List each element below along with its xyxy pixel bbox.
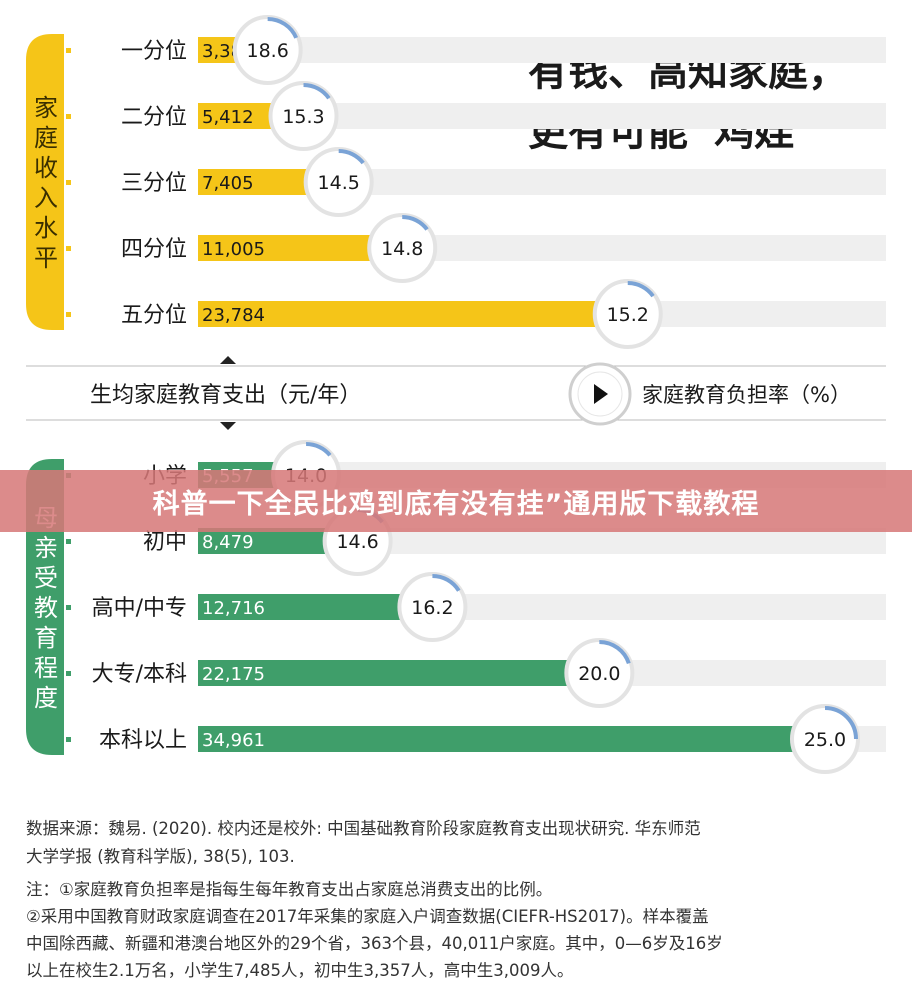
group-label-char: 入 [34, 184, 58, 212]
note-line: 注：①家庭教育负担率是指每生每年教育支出占家庭总消费支出的比例。 [26, 880, 553, 899]
burden-arc [303, 83, 331, 100]
category-label: 本科以上 [99, 728, 187, 753]
burden-value-label: 16.2 [411, 597, 453, 619]
category-label: 初中 [143, 530, 187, 555]
row-marker [66, 180, 71, 185]
group-label-char: 家 [34, 94, 58, 122]
spend-value-label: 34,961 [202, 730, 265, 751]
burden-bubble [592, 279, 663, 349]
group-label-char: 亲 [34, 534, 58, 562]
burden-arc [402, 215, 429, 231]
source-line: 数据来源：魏易. (2020). 校内还是校外: 中国基础教育阶段家庭教育支出现… [26, 819, 701, 838]
burden-arc [824, 706, 858, 740]
overlay-banner: 科普一下全民比鸡到底有没有挂”通用版下载教程 [0, 470, 912, 532]
note-line: 中国除西藏、新疆和港澳台地区外的29个省，363个县，40,011户家庭。其中，… [26, 934, 723, 953]
group-label-char: 平 [34, 244, 58, 272]
source-text: 数据来源：魏易. (2020). 校内还是校外: 中国基础教育阶段家庭教育支出现… [26, 815, 896, 871]
group-label-char: 度 [34, 684, 58, 712]
note-line: ②采用中国教育财政家庭调查在2017年采集的家庭入户调查数据(CIEFR-HS2… [26, 907, 709, 926]
notes-text: 注：①家庭教育负担率是指每生每年教育支出占家庭总消费支出的比例。 ②采用中国教育… [26, 876, 896, 984]
burden-value-label: 20.0 [578, 663, 620, 685]
spend-value-label: 7,405 [202, 173, 254, 194]
group-label-char: 程 [34, 654, 58, 682]
row-marker [66, 114, 71, 119]
burden-value-label: 14.8 [381, 238, 423, 260]
burden-value-label: 25.0 [804, 729, 846, 751]
bar-track [198, 37, 886, 63]
group-label-char: 育 [34, 624, 58, 652]
group-label-char: 水 [34, 214, 58, 242]
spend-value-label: 22,175 [202, 664, 265, 685]
overlay-title: 科普一下全民比鸡到底有没有挂”通用版下载教程 [152, 488, 760, 520]
arrow-up-icon [220, 356, 236, 364]
group-label-char: 庭 [34, 124, 58, 152]
row-marker [66, 48, 71, 53]
category-label: 三分位 [121, 171, 187, 196]
burden-value-label: 15.2 [607, 304, 649, 326]
row-marker [66, 737, 71, 742]
note-line: 以上在校生2.1万名，小学生7,485人，初中生3,357人，高中生3,009人… [26, 961, 574, 980]
category-label: 二分位 [121, 105, 187, 130]
row-marker [66, 605, 71, 610]
burden-value-label: 14.5 [318, 172, 360, 194]
spend-value-label: 11,005 [202, 239, 265, 260]
spend-value-label: 8,479 [202, 532, 254, 553]
burden-arc [267, 17, 299, 39]
group-label-char: 教 [34, 594, 58, 622]
burden-value-label: 14.6 [336, 531, 378, 553]
burden-axis-label: 家庭教育负担率（%） [642, 383, 851, 407]
source-line: 大学学报 (教育科学版), 38(5), 103. [26, 847, 295, 866]
group-label-char: 收 [34, 154, 58, 182]
row-marker [66, 671, 71, 676]
spend-bar [198, 726, 815, 752]
group-bracket [26, 459, 64, 755]
burden-arc [432, 574, 461, 592]
spend-value-label: 23,784 [202, 305, 265, 326]
spend-bar [198, 235, 393, 261]
category-label: 高中/中专 [92, 596, 187, 621]
burden-arc [305, 442, 332, 457]
row-marker [66, 246, 71, 251]
category-label: 大专/本科 [92, 662, 187, 687]
category-label: 一分位 [121, 39, 187, 64]
spend-axis-label: 生均家庭教育支出（元/年） [90, 383, 361, 408]
play-icon [594, 384, 608, 404]
spend-bar [198, 301, 618, 327]
category-label: 四分位 [121, 237, 187, 262]
row-marker [66, 539, 71, 544]
spend-value-label: 5,412 [202, 107, 254, 128]
burden-arc [599, 640, 631, 665]
arrow-down-icon [220, 422, 236, 430]
burden-value-label: 15.3 [282, 106, 324, 128]
group-bracket [26, 34, 64, 330]
group-label-char: 受 [34, 564, 58, 592]
spend-bar [198, 594, 423, 620]
spend-value-label: 12,716 [202, 598, 265, 619]
burden-value-label: 18.6 [246, 40, 288, 62]
spend-bar [198, 660, 590, 686]
burden-arc [338, 149, 365, 165]
row-marker [66, 312, 71, 317]
burden-arc [627, 281, 655, 298]
category-label: 五分位 [121, 303, 187, 328]
